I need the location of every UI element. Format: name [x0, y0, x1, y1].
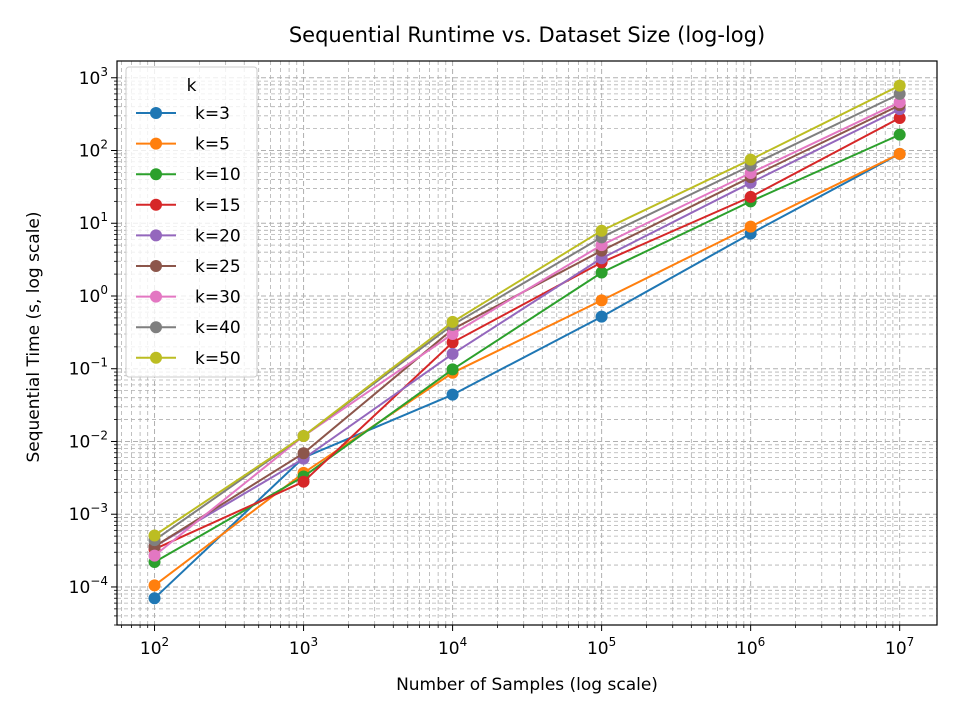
- legend-entry: k=15: [136, 196, 241, 216]
- plot-frame: [116, 60, 938, 626]
- legend-marker: [150, 260, 162, 272]
- legend-label: k=10: [195, 165, 241, 185]
- legend-label: k=30: [195, 288, 241, 308]
- series-line: [154, 117, 901, 551]
- legend-marker: [150, 198, 162, 211]
- series-line: [153, 84, 901, 537]
- x-tick-label: 102: [140, 635, 169, 659]
- legend-marker: [150, 321, 162, 334]
- data-point: [744, 153, 757, 166]
- legend-marker: [150, 137, 162, 150]
- legend-title: k: [187, 76, 197, 96]
- series-layer: [148, 79, 906, 605]
- data-point: [893, 128, 906, 141]
- series-line: [153, 101, 901, 557]
- series-line: [153, 152, 901, 599]
- legend-label: k=25: [195, 257, 241, 277]
- x-tick-label: 104: [438, 635, 467, 659]
- x-tick-label: 106: [736, 635, 765, 659]
- data-point: [297, 447, 310, 460]
- data-point: [446, 363, 459, 376]
- y-tick-label: 10−2: [69, 428, 108, 452]
- legend-marker: [150, 168, 162, 181]
- data-point: [148, 549, 161, 562]
- legend-entry: k=5: [136, 135, 230, 155]
- legend-items: k=3 k=5 k=10 k=15 k=20 k=25 k=30 k=40 k=50: [136, 104, 241, 369]
- x-tick-label: 107: [885, 635, 914, 659]
- y-tick-label: 10−1: [69, 356, 108, 380]
- y-tick-label: 10−4: [69, 574, 108, 598]
- data-point: [446, 388, 459, 401]
- legend-entry: k=30: [136, 288, 241, 308]
- data-point: [446, 315, 459, 328]
- series-line: [154, 133, 901, 563]
- data-point: [595, 224, 608, 237]
- legend-marker: [150, 107, 162, 119]
- x-axis-label: Number of Samples (log scale): [396, 675, 658, 695]
- legend-label: k=20: [195, 226, 241, 246]
- legend-label: k=5: [195, 135, 230, 155]
- series-line: [153, 108, 901, 548]
- legend-entry: k=20: [136, 226, 241, 246]
- data-point: [893, 79, 906, 92]
- legend-label: k=50: [195, 349, 241, 369]
- legend-label: k=15: [195, 196, 241, 216]
- data-point: [148, 579, 161, 592]
- legend-marker: [150, 351, 162, 364]
- legend-entry: k=3: [136, 104, 230, 124]
- data-point: [893, 147, 906, 160]
- data-point: [297, 475, 310, 488]
- data-point: [595, 310, 608, 323]
- legend-marker: [150, 290, 162, 303]
- legend-label: k=3: [195, 104, 230, 124]
- data-point: [893, 96, 906, 109]
- data-point: [595, 266, 608, 279]
- legend-entry: k=40: [136, 318, 241, 338]
- y-tick-label: 103: [79, 65, 108, 89]
- data-point: [893, 111, 906, 124]
- x-tick-label: 105: [587, 635, 616, 659]
- data-point: [446, 328, 459, 341]
- y-tick-label: 100: [79, 283, 108, 307]
- legend-entry: k=25: [136, 257, 241, 277]
- y-axis-label: Sequential Time (s, log scale): [24, 211, 44, 462]
- legend-entry: k=10: [136, 165, 241, 185]
- chart-title: Sequential Runtime vs. Dataset Size (log…: [289, 23, 765, 47]
- legend-marker: [150, 229, 162, 242]
- x-tick-label: 103: [289, 635, 318, 659]
- data-point: [893, 87, 906, 100]
- legend-entry: k=50: [136, 349, 241, 369]
- data-point: [744, 190, 757, 203]
- legend: k k=3 k=5 k=10 k=15 k=20 k=25 k=30 k=40 k=50: [125, 66, 258, 378]
- data-point: [446, 347, 459, 360]
- y-tick-label: 102: [79, 138, 108, 162]
- y-axis: 10−4 10−3 10−2 10−1 100 101 102 103: [69, 65, 117, 626]
- data-point: [595, 294, 608, 307]
- legend-label: k=40: [195, 318, 241, 338]
- y-tick-label: 101: [79, 210, 108, 234]
- x-axis: 102 103 104 105 106 107: [121, 625, 914, 659]
- data-point: [446, 336, 459, 349]
- series-k=50: [148, 79, 906, 542]
- data-point: [148, 592, 161, 605]
- y-tick-label: 10−3: [69, 501, 108, 525]
- data-point: [297, 429, 310, 442]
- data-point: [148, 529, 161, 542]
- data-point: [744, 220, 757, 233]
